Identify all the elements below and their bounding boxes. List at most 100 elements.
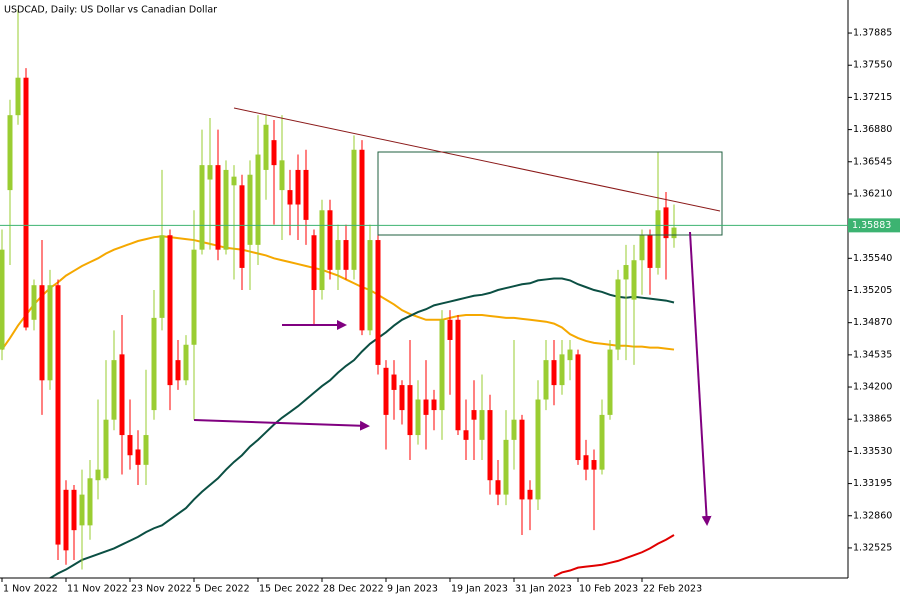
zone-rectangle [377, 151, 723, 236]
candle-body [671, 227, 677, 239]
candle-body [159, 235, 165, 318]
candle-body [423, 399, 429, 415]
candle-body [551, 360, 557, 386]
y-tick-label: 1.37215 [853, 92, 892, 103]
x-tick-label: 11 Nov 2022 [67, 584, 128, 595]
trend-line [233, 107, 721, 212]
candle-body [247, 174, 253, 245]
candle-body [335, 240, 341, 270]
candle-body [615, 279, 621, 350]
x-tick-label: 19 Jan 2023 [451, 584, 508, 595]
candle-body [583, 455, 589, 470]
candle-body [647, 235, 653, 268]
candle-body [31, 285, 37, 320]
candle-body [495, 480, 501, 495]
candle-body [431, 399, 437, 411]
candle-body [543, 360, 549, 400]
x-tick-label: 22 Feb 2023 [643, 584, 702, 595]
candle-body [503, 439, 509, 495]
x-tick-label: 9 Jan 2023 [387, 584, 438, 595]
candle-body [375, 240, 381, 365]
candle-body [39, 285, 45, 381]
candle-body [407, 385, 413, 436]
candle-body [95, 469, 101, 481]
candle-body [575, 354, 581, 461]
plot-area [0, 9, 677, 578]
y-tick-label: 1.34535 [853, 349, 892, 360]
arrow [689, 231, 712, 526]
candle-body [215, 165, 221, 250]
y-tick-label: 1.32525 [853, 542, 892, 553]
candle-body [455, 319, 461, 431]
x-tick-label: 23 Nov 2022 [131, 584, 192, 595]
candle-body [151, 317, 157, 411]
y-tick-label: 1.34870 [853, 317, 892, 328]
candle-body [607, 349, 613, 415]
candle-body [359, 149, 365, 331]
x-tick-label: 1 Nov 2022 [3, 584, 58, 595]
candle-body [79, 494, 85, 526]
arrow [193, 419, 370, 431]
candle-body [15, 77, 21, 116]
y-tick-label: 1.36210 [853, 188, 892, 199]
candle-body [287, 190, 293, 205]
candle-body [271, 140, 277, 166]
x-tick-label: 5 Dec 2022 [195, 584, 250, 595]
candle-body [471, 410, 477, 420]
y-tick-label: 1.36545 [853, 156, 892, 167]
candle-body [239, 185, 245, 268]
candle-body [207, 165, 213, 180]
candle-body [631, 260, 637, 300]
y-tick-label: 1.33195 [853, 478, 892, 489]
candle-body [7, 115, 13, 191]
candle-body [63, 489, 69, 551]
candle-body [199, 165, 205, 250]
candle-body [479, 410, 485, 440]
candle-body [655, 210, 661, 268]
candle-body [119, 354, 125, 436]
candle-body [391, 374, 397, 390]
candle-body [519, 419, 525, 500]
candle-body [511, 419, 517, 440]
candle-body [447, 319, 453, 340]
candle-body [559, 354, 565, 386]
candle-body [535, 399, 541, 500]
candle-body [295, 169, 301, 205]
candle-body [127, 435, 133, 456]
candle-body [599, 414, 605, 470]
candle-body [55, 285, 61, 545]
candle-body [143, 435, 149, 465]
candle-body [175, 360, 181, 381]
candle-body [135, 449, 141, 465]
chart-title: USDCAD, Daily: US Dollar vs Canadian Dol… [4, 5, 217, 16]
y-tick-label: 1.35205 [853, 285, 892, 296]
candle-body [311, 235, 317, 291]
x-tick-label: 28 Dec 2022 [323, 584, 384, 595]
candle-body [415, 399, 421, 436]
candle-body [191, 249, 197, 345]
moving-average [49, 277, 675, 578]
candle-body [103, 419, 109, 479]
price-label: 1.35883 [852, 220, 891, 231]
candle-body [487, 410, 493, 481]
candle-body [279, 160, 285, 191]
moving-average [553, 534, 675, 578]
candle-body [71, 489, 77, 531]
candle-body [255, 154, 261, 245]
candle-body [383, 367, 389, 415]
candle-body [47, 285, 53, 381]
candle-body [0, 249, 5, 350]
x-tick-label: 10 Feb 2023 [579, 584, 638, 595]
candle-body [439, 319, 445, 411]
candle-body [87, 478, 93, 526]
y-tick-label: 1.32860 [853, 510, 892, 521]
candle-body [263, 124, 269, 170]
candle-body [351, 149, 357, 270]
candle-body [367, 240, 373, 331]
candle-body [343, 240, 349, 270]
candle-body [167, 235, 173, 386]
candle-body [23, 77, 29, 328]
candle-body [327, 210, 333, 270]
